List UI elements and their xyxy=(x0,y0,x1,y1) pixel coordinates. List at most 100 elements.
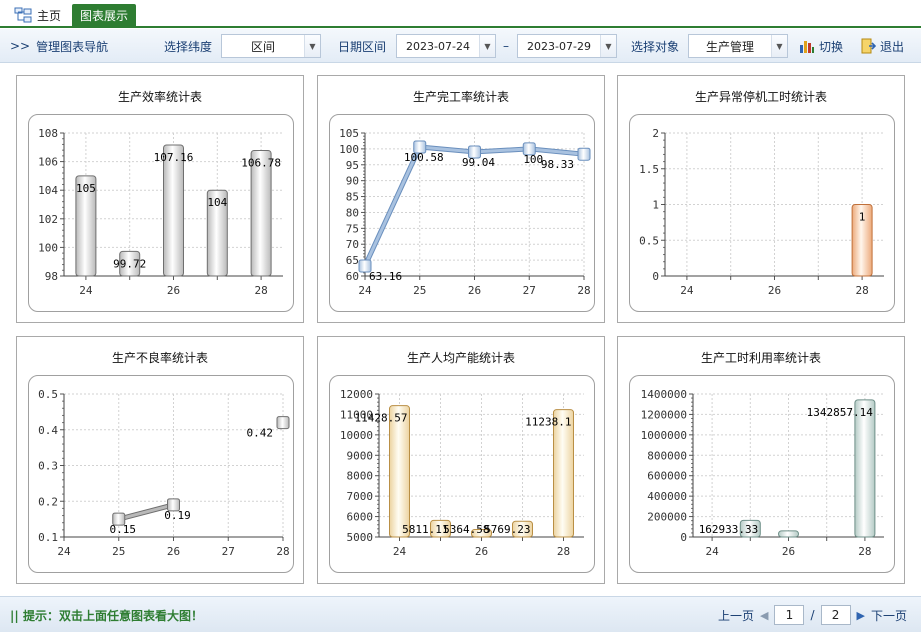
date-to-picker[interactable]: 2023-07-29 ▼ xyxy=(517,34,617,58)
y-tick-label: 0.5 xyxy=(639,234,659,247)
bar[interactable] xyxy=(430,519,451,538)
bar[interactable] xyxy=(471,529,492,538)
y-tick-label: 0.5 xyxy=(38,388,58,401)
data-point[interactable] xyxy=(413,140,427,154)
dimension-select[interactable]: 区间 ▼ xyxy=(221,34,321,58)
chart-plot-area: 98 100 102 104 106 108 24 26 28 105 99.72 107.16 104… xyxy=(28,114,294,312)
data-point[interactable] xyxy=(468,145,481,159)
y-tick-label: 65 xyxy=(346,254,359,267)
bar[interactable] xyxy=(119,250,141,277)
object-value: 生产管理 xyxy=(705,39,754,54)
tab-home[interactable]: 主页 xyxy=(8,4,67,26)
y-tick-label: 98 xyxy=(45,270,58,283)
chart-panel-downtime[interactable]: 生产异常停机工时统计表 0 0.5 1 1.5 2 24 26 28 1 xyxy=(617,75,905,323)
data-label: 1342857.14 xyxy=(807,406,874,419)
bar[interactable] xyxy=(389,405,410,538)
bar[interactable] xyxy=(778,530,799,538)
y-tick-label: 800000 xyxy=(647,449,687,462)
data-label: 0.15 xyxy=(110,523,137,536)
y-tick-label: 0.4 xyxy=(38,424,58,437)
bar[interactable] xyxy=(512,520,533,538)
y-tick-label: 102 xyxy=(38,213,58,226)
bar[interactable] xyxy=(553,409,574,538)
y-tick-label: 7000 xyxy=(347,490,374,503)
data-point[interactable] xyxy=(276,416,290,430)
y-tick-label: 90 xyxy=(346,175,359,188)
triangle-right-icon[interactable]: ▶ xyxy=(856,608,865,622)
date-from-picker[interactable]: 2023-07-24 ▼ xyxy=(396,34,496,58)
y-tick-label: 100 xyxy=(38,241,58,254)
bar[interactable] xyxy=(206,189,228,277)
next-page-link[interactable]: 下一页 xyxy=(870,608,907,623)
chevron-down-icon[interactable]: ▼ xyxy=(771,35,787,57)
chart-panel-completion[interactable]: 生产完工率统计表 60 65 70 75 80 85 90 95 100 105 24 25 26 27 2… xyxy=(317,75,605,323)
x-tick-label: 26 xyxy=(768,284,781,297)
exit-button[interactable]: 退出 xyxy=(860,29,904,63)
x-tick-label: 26 xyxy=(167,545,180,558)
chart-plot-area: 60 65 70 75 80 85 90 95 100 105 24 25 26 27 28 63.16 100… xyxy=(329,114,595,312)
data-label: 106.78 xyxy=(241,156,281,169)
x-tick-label: 27 xyxy=(222,545,235,558)
series-line xyxy=(118,503,174,521)
y-tick-label: 200000 xyxy=(647,511,687,524)
footer-bar: || 提示：双击上面任意图表看大图！ 上一页 ◀ 1 / 2 ▶ 下一页 xyxy=(0,596,921,632)
data-point[interactable] xyxy=(522,142,536,156)
data-label: 100.58 xyxy=(404,151,444,164)
y-tick-label: 0 xyxy=(680,531,687,544)
bar[interactable] xyxy=(75,175,97,277)
chart-panel-capacity[interactable]: 生产人均产能统计表 5000 6000 7000 8000 9000 10000 11000… xyxy=(317,336,605,584)
object-select[interactable]: 生产管理 ▼ xyxy=(688,34,788,58)
dimension-value: 区间 xyxy=(250,39,275,54)
x-tick-label: 24 xyxy=(705,545,719,558)
data-label: 99.04 xyxy=(462,156,495,169)
chevron-down-icon[interactable]: ▼ xyxy=(479,35,495,57)
bar[interactable] xyxy=(854,399,876,538)
bar[interactable] xyxy=(163,144,184,277)
y-tick-label: 104 xyxy=(38,184,58,197)
chevron-down-icon[interactable]: ▼ xyxy=(304,35,320,57)
data-point[interactable] xyxy=(358,259,372,273)
data-label: 0.42 xyxy=(247,427,274,440)
y-tick-label: 1.5 xyxy=(639,163,659,176)
chart-plot-area: 5000 6000 7000 8000 9000 10000 11000 12000 24 26 2… xyxy=(329,375,595,573)
y-tick-label: 108 xyxy=(38,127,58,140)
bar[interactable] xyxy=(739,519,761,538)
y-tick-label: 11000 xyxy=(340,408,373,421)
data-point[interactable] xyxy=(167,498,180,512)
page-input[interactable]: 1 xyxy=(774,605,805,625)
chart-panel-efficiency[interactable]: 生产效率统计表 98 100 102 104 106 108 24 26 28 105 99.72 1… xyxy=(16,75,304,323)
y-tick-label: 60 xyxy=(346,270,359,283)
prev-page-link[interactable]: 上一页 xyxy=(717,608,754,623)
x-tick-label: 26 xyxy=(167,284,180,297)
x-tick-label: 24 xyxy=(358,284,372,297)
hint-text: || 提示：双击上面任意图表看大图！ xyxy=(10,608,203,623)
triangle-left-icon[interactable]: ◀ xyxy=(760,608,769,622)
x-tick-label: 25 xyxy=(413,284,426,297)
chart-panel-utilization[interactable]: 生产工时利用率统计表 0 200000 400000 600000 800000 1000… xyxy=(617,336,905,584)
chart-title: 生产效率统计表 xyxy=(117,90,202,104)
chart-svg: 5000 6000 7000 8000 9000 10000 11000 12000 24 26 2… xyxy=(340,388,584,558)
data-label: 104 xyxy=(207,196,227,209)
chart-nav-link[interactable]: >> 管理图表导航 xyxy=(10,29,108,63)
chart-title: 生产工时利用率统计表 xyxy=(700,351,821,365)
y-tick-label: 106 xyxy=(38,156,58,169)
data-label: 107.16 xyxy=(154,151,194,164)
page-separator: / xyxy=(810,608,815,622)
bar[interactable] xyxy=(250,149,272,277)
chevron-down-icon[interactable]: ▼ xyxy=(600,35,616,57)
data-point[interactable] xyxy=(577,147,591,161)
x-tick-label: 28 xyxy=(858,545,871,558)
x-tick-label: 28 xyxy=(276,545,289,558)
tab-home-label: 主页 xyxy=(37,8,62,23)
tab-chart-display-label: 图表展示 xyxy=(80,8,129,23)
data-point[interactable] xyxy=(112,512,126,526)
x-tick-label: 24 xyxy=(57,545,71,558)
y-tick-label: 0.3 xyxy=(38,460,58,473)
chart-panel-defect[interactable]: 生产不良率统计表 0.1 0.2 0.3 0.4 0.5 24 25 26 27 28 0.15 0.… xyxy=(16,336,304,584)
y-tick-label: 600000 xyxy=(647,470,687,483)
switch-button[interactable]: 切换 xyxy=(799,29,843,63)
bar-chart-icon xyxy=(800,41,814,53)
chart-title: 生产完工率统计表 xyxy=(412,90,509,104)
tab-chart-display[interactable]: 图表展示 xyxy=(72,4,137,26)
bar[interactable] xyxy=(851,204,873,277)
